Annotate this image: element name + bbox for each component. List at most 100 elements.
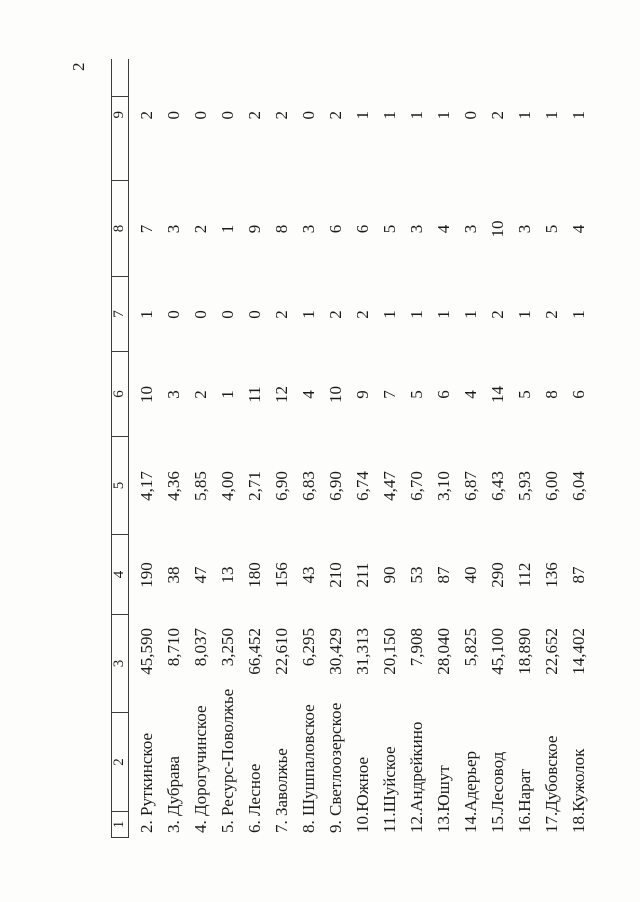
cell-c8: 6 bbox=[353, 224, 372, 234]
cell-c9: 1 bbox=[407, 111, 426, 120]
column-header-4: 4 bbox=[111, 535, 128, 615]
cell-c4: 53 bbox=[407, 566, 426, 584]
cell-c3: 22,610 bbox=[272, 628, 291, 675]
table-row: 13.Юшут 28,040 87 3,10 6 1 4 1 bbox=[434, 0, 454, 902]
cell-c9: 1 bbox=[353, 111, 372, 120]
cell-c9: 2 bbox=[137, 111, 156, 120]
cell-c6: 2 bbox=[191, 390, 210, 399]
table-row: 6. Лесное 66,452 180 2,71 11 0 9 2 bbox=[245, 0, 265, 902]
cell-c7: 1 bbox=[407, 310, 426, 319]
column-header-8: 8 bbox=[111, 181, 128, 277]
cell-c3: 3,250 bbox=[218, 628, 237, 667]
cell-c5: 6,87 bbox=[461, 471, 480, 501]
table-row: 14.Адерьер 5,825 40 6,87 4 1 3 0 bbox=[461, 0, 481, 902]
cell-c7: 2 bbox=[488, 310, 507, 319]
cell-c5: 6,90 bbox=[272, 471, 291, 501]
table-row: 5. Ресурс-Поволжье 3,250 13 4,00 1 0 1 0 bbox=[218, 0, 238, 902]
cell-c4: 211 bbox=[353, 562, 372, 588]
table-row: 7. Заволжье 22,610 156 6,90 12 2 8 2 bbox=[272, 0, 292, 902]
cell-c8: 3 bbox=[515, 224, 534, 234]
cell-c9: 1 bbox=[434, 111, 453, 120]
cell-c7: 2 bbox=[353, 310, 372, 319]
table-row: 3. Дубрава 8,710 38 4,36 3 0 3 0 bbox=[164, 0, 184, 902]
cell-c3: 66,452 bbox=[245, 628, 264, 675]
cell-c5: 6,43 bbox=[488, 471, 507, 501]
cell-c5: 6,00 bbox=[542, 471, 561, 501]
cell-c4: 156 bbox=[272, 562, 291, 588]
table-row: 18.Кужолок 14,402 87 6,04 6 1 4 1 bbox=[569, 0, 589, 902]
table-row: 11.Шуйское 20,150 90 4,47 7 1 5 1 bbox=[380, 0, 400, 902]
cell-c7: 0 bbox=[245, 310, 264, 319]
cell-c5: 4,17 bbox=[137, 471, 156, 501]
table-row: 16.Нарат 18,890 112 5,93 5 1 3 1 bbox=[515, 0, 535, 902]
table-row: 2. Руткинское 45,590 190 4,17 10 1 7 2 bbox=[137, 0, 157, 902]
cell-c5: 6,83 bbox=[299, 471, 318, 501]
cell-c5: 6,90 bbox=[326, 471, 345, 501]
table-row: 9. Светлоозерское 30,429 210 6,90 10 2 6 2 bbox=[326, 0, 346, 902]
cell-c9: 1 bbox=[542, 111, 561, 120]
table-row: 10.Южное 31,313 211 6,74 9 2 6 1 bbox=[353, 0, 373, 902]
cell-c5: 6,70 bbox=[407, 471, 426, 501]
cell-c8: 1 bbox=[218, 224, 237, 234]
table-row: 12.Андрейкино 7,908 53 6,70 5 1 3 1 bbox=[407, 0, 427, 902]
cell-c4: 87 bbox=[569, 566, 588, 584]
cell-c3: 8,710 bbox=[164, 628, 183, 667]
cell-c8: 9 bbox=[245, 224, 264, 234]
cell-c7: 2 bbox=[272, 310, 291, 319]
cell-c6: 9 bbox=[353, 390, 372, 399]
cell-c9: 2 bbox=[245, 111, 264, 120]
cell-c7: 1 bbox=[137, 310, 156, 319]
cell-c4: 43 bbox=[299, 566, 318, 584]
cell-c4: 112 bbox=[515, 562, 534, 588]
cell-c8: 5 bbox=[380, 224, 399, 234]
page-number: 2 bbox=[69, 62, 88, 72]
table-row: 8. Шушпаловское 6,295 43 6,83 4 1 3 0 bbox=[299, 0, 319, 902]
cell-c7: 1 bbox=[515, 310, 534, 319]
cell-c6: 10 bbox=[137, 386, 156, 403]
column-header-7: 7 bbox=[111, 277, 128, 352]
cell-c6: 1 bbox=[218, 390, 237, 399]
cell-c5: 5,85 bbox=[191, 471, 210, 501]
table-row: 17.Дубовское 22,652 136 6,00 8 2 5 1 bbox=[542, 0, 562, 902]
cell-c7: 0 bbox=[218, 310, 237, 319]
cell-c6: 6 bbox=[569, 390, 588, 399]
cell-c9: 2 bbox=[272, 111, 291, 120]
cell-c7: 1 bbox=[461, 310, 480, 319]
cell-c8: 3 bbox=[407, 224, 426, 234]
cell-c8: 4 bbox=[569, 224, 588, 234]
cell-c3: 30,429 bbox=[326, 628, 345, 675]
table-row: 15.Лесовод 45,100 290 6,43 14 2 10 2 bbox=[488, 0, 508, 902]
cell-c8: 3 bbox=[461, 224, 480, 234]
cell-c3: 31,313 bbox=[353, 628, 372, 675]
cell-c3: 28,040 bbox=[434, 628, 453, 675]
column-header-empty bbox=[112, 59, 128, 97]
cell-c3: 14,402 bbox=[569, 628, 588, 675]
cell-c6: 6 bbox=[434, 390, 453, 399]
cell-c5: 6,04 bbox=[569, 471, 588, 501]
cell-c9: 0 bbox=[299, 111, 318, 120]
cell-c9: 1 bbox=[515, 111, 534, 120]
cell-c4: 210 bbox=[326, 562, 345, 588]
cell-c9: 2 bbox=[488, 111, 507, 120]
cell-c3: 5,825 bbox=[461, 628, 480, 667]
column-header-9: 9 bbox=[111, 97, 128, 181]
cell-c9: 2 bbox=[326, 111, 345, 120]
cell-c4: 38 bbox=[164, 566, 183, 584]
cell-c6: 8 bbox=[542, 390, 561, 399]
cell-c4: 180 bbox=[245, 562, 264, 588]
cell-c5: 6,74 bbox=[353, 471, 372, 501]
cell-c4: 47 bbox=[191, 566, 210, 584]
cell-c8: 8 bbox=[272, 224, 291, 234]
column-header-1: 1 bbox=[111, 812, 128, 838]
cell-c6: 4 bbox=[299, 390, 318, 399]
cell-c6: 5 bbox=[407, 390, 426, 399]
cell-c7: 1 bbox=[380, 310, 399, 319]
cell-c7: 2 bbox=[542, 310, 561, 319]
cell-c8: 7 bbox=[137, 224, 156, 234]
cell-c3: 22,652 bbox=[542, 628, 561, 675]
cell-c7: 1 bbox=[299, 310, 318, 319]
cell-c8: 2 bbox=[191, 224, 210, 234]
cell-c9: 0 bbox=[218, 111, 237, 120]
